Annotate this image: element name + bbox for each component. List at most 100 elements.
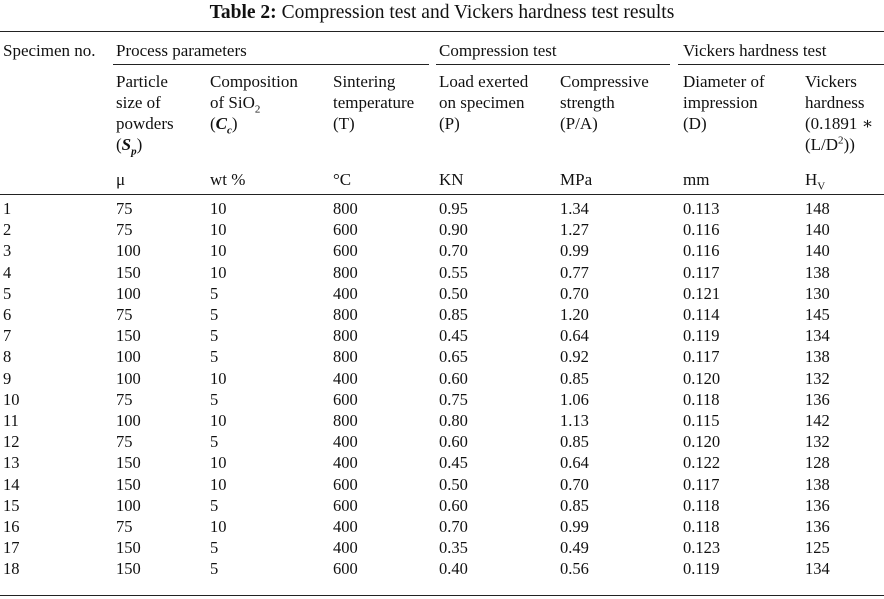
header-particle-line3: powders [116,114,174,133]
unit-sintering: °C [333,170,352,189]
cell-impression-diameter: 0.121 [683,283,721,303]
cell-compressive-strength: 0.70 [560,283,589,303]
cell-sintering-temp: 400 [333,432,358,452]
cell-composition: 5 [210,389,219,409]
cell-composition: 10 [210,220,227,240]
cell-sintering-temp: 600 [333,495,358,515]
cell-vickers-hardness: 125 [805,538,830,558]
cell-sintering-temp: 800 [333,305,358,324]
cell-sintering-temp: 400 [333,283,358,303]
cell-impression-diameter: 0.113 [683,199,720,218]
cell-sintering-temp: 800 [333,347,358,367]
cell-vickers-hardness: 136 [805,495,830,515]
cell-sintering-temp: 800 [333,199,358,218]
cell-vickers-hardness: 136 [805,517,830,536]
cell-particle-size: 100 [116,411,141,430]
cell-composition: 5 [210,559,219,579]
header-diameter-line3: (D) [683,114,707,133]
cell-impression-diameter: 0.122 [683,453,721,473]
header-diameter-line1: Diameter of [683,72,765,91]
table-row: 6 75 5 800 0.85 1.20 0.114 145 [0,305,884,324]
table-row: 12 75 5 400 0.60 0.85 0.120 132 [0,432,884,451]
table-row: 10 75 5 600 0.75 1.06 0.118 136 [0,390,884,409]
cell-vickers-hardness: 142 [805,411,830,430]
cell-vickers-hardness: 134 [805,559,830,579]
cell-composition: 10 [210,368,227,388]
cell-specimen: 2 [3,220,12,240]
cell-load: 0.50 [439,283,468,303]
cell-particle-size: 75 [116,220,133,240]
cell-specimen: 3 [3,241,12,261]
unit-load: KN [439,170,464,189]
header-hardness-line2: hardness [805,93,865,112]
cell-vickers-hardness: 134 [805,326,830,346]
header-strength-line3: (P/A) [560,114,598,133]
table-row: 16 75 10 400 0.70 0.99 0.118 136 [0,517,884,536]
cell-load: 0.55 [439,262,468,282]
header-composition-line1: Composition [210,72,298,91]
cell-particle-size: 75 [116,389,133,409]
cell-specimen: 18 [3,559,20,579]
cell-composition: 10 [210,411,227,430]
table-row: 13 150 10 400 0.45 0.64 0.122 128 [0,453,884,472]
cell-composition: 5 [210,326,219,346]
cell-sintering-temp: 800 [333,326,358,346]
cell-specimen: 17 [3,538,20,558]
cell-composition: 10 [210,453,227,473]
table-row: 17 150 5 400 0.35 0.49 0.123 125 [0,538,884,557]
cell-impression-diameter: 0.120 [683,368,721,388]
cell-particle-size: 150 [116,538,141,558]
top-rule [0,31,884,32]
caption-text: Compression test and Vickers hardness te… [281,2,675,23]
cell-compressive-strength: 1.34 [560,199,589,218]
cell-composition: 10 [210,262,227,282]
cell-specimen: 10 [3,389,20,409]
table-row: 11 100 10 800 0.80 1.13 0.115 142 [0,411,884,430]
cell-sintering-temp: 800 [333,262,358,282]
header-composition: Composition of SiO2 (Cc) [210,71,298,136]
cell-particle-size: 100 [116,495,141,515]
cell-specimen: 6 [3,305,12,324]
cell-load: 0.60 [439,368,468,388]
cell-load: 0.65 [439,347,468,367]
cell-vickers-hardness: 138 [805,347,830,367]
cell-compressive-strength: 1.20 [560,305,589,324]
compression-group-rule [436,64,670,65]
cell-compressive-strength: 0.85 [560,495,589,515]
table-row: 4 150 10 800 0.55 0.77 0.117 138 [0,263,884,282]
cell-compressive-strength: 0.85 [560,368,589,388]
cell-load: 0.95 [439,199,468,218]
cell-load: 0.80 [439,411,468,430]
header-diameter-line2: impression [683,93,758,112]
cell-sintering-temp: 400 [333,538,358,558]
cell-load: 0.85 [439,305,468,324]
cell-impression-diameter: 0.115 [683,411,720,430]
cell-compressive-strength: 0.99 [560,517,589,536]
cell-impression-diameter: 0.117 [683,262,720,282]
cell-vickers-hardness: 145 [805,305,830,324]
cell-composition: 5 [210,347,219,367]
cell-composition: 5 [210,305,219,324]
cell-impression-diameter: 0.118 [683,495,720,515]
unit-strength: MPa [560,170,593,189]
header-hardness: Vickers hardness (0.1891 ∗ (L/D2)) [805,71,873,155]
cell-specimen: 13 [3,453,20,473]
cell-composition: 10 [210,199,227,218]
header-load-line2: on specimen [439,93,525,112]
table-row: 18 150 5 600 0.40 0.56 0.119 134 [0,559,884,578]
cell-composition: 5 [210,495,219,515]
cell-specimen: 12 [3,432,20,452]
cell-specimen: 1 [3,199,12,218]
header-particle-size: Particle size of powders (Sp) [116,71,174,157]
cell-vickers-hardness: 132 [805,432,830,452]
cell-sintering-temp: 600 [333,389,358,409]
header-load-line3: (P) [439,114,460,133]
cell-load: 0.75 [439,389,468,409]
table-row: 9 100 10 400 0.60 0.85 0.120 132 [0,369,884,388]
cell-impression-diameter: 0.119 [683,326,720,346]
cell-sintering-temp: 600 [333,241,358,261]
cell-compressive-strength: 1.27 [560,220,589,240]
cell-load: 0.35 [439,538,468,558]
table-row: 3 100 10 600 0.70 0.99 0.116 140 [0,241,884,260]
header-sintering-line2: temperature [333,93,415,112]
